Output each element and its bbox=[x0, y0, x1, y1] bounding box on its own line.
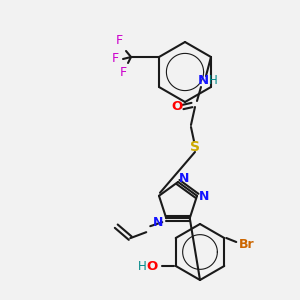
Text: S: S bbox=[190, 140, 200, 154]
Text: F: F bbox=[116, 34, 123, 47]
Text: F: F bbox=[112, 52, 118, 65]
Text: N: N bbox=[199, 190, 209, 203]
Text: F: F bbox=[119, 67, 127, 80]
Text: N: N bbox=[153, 216, 164, 229]
Text: H: H bbox=[137, 260, 146, 272]
Text: Br: Br bbox=[238, 238, 254, 250]
Text: O: O bbox=[171, 100, 183, 113]
Text: N: N bbox=[197, 74, 208, 88]
Text: N: N bbox=[179, 172, 189, 185]
Text: H: H bbox=[208, 74, 217, 88]
Text: O: O bbox=[146, 260, 158, 272]
